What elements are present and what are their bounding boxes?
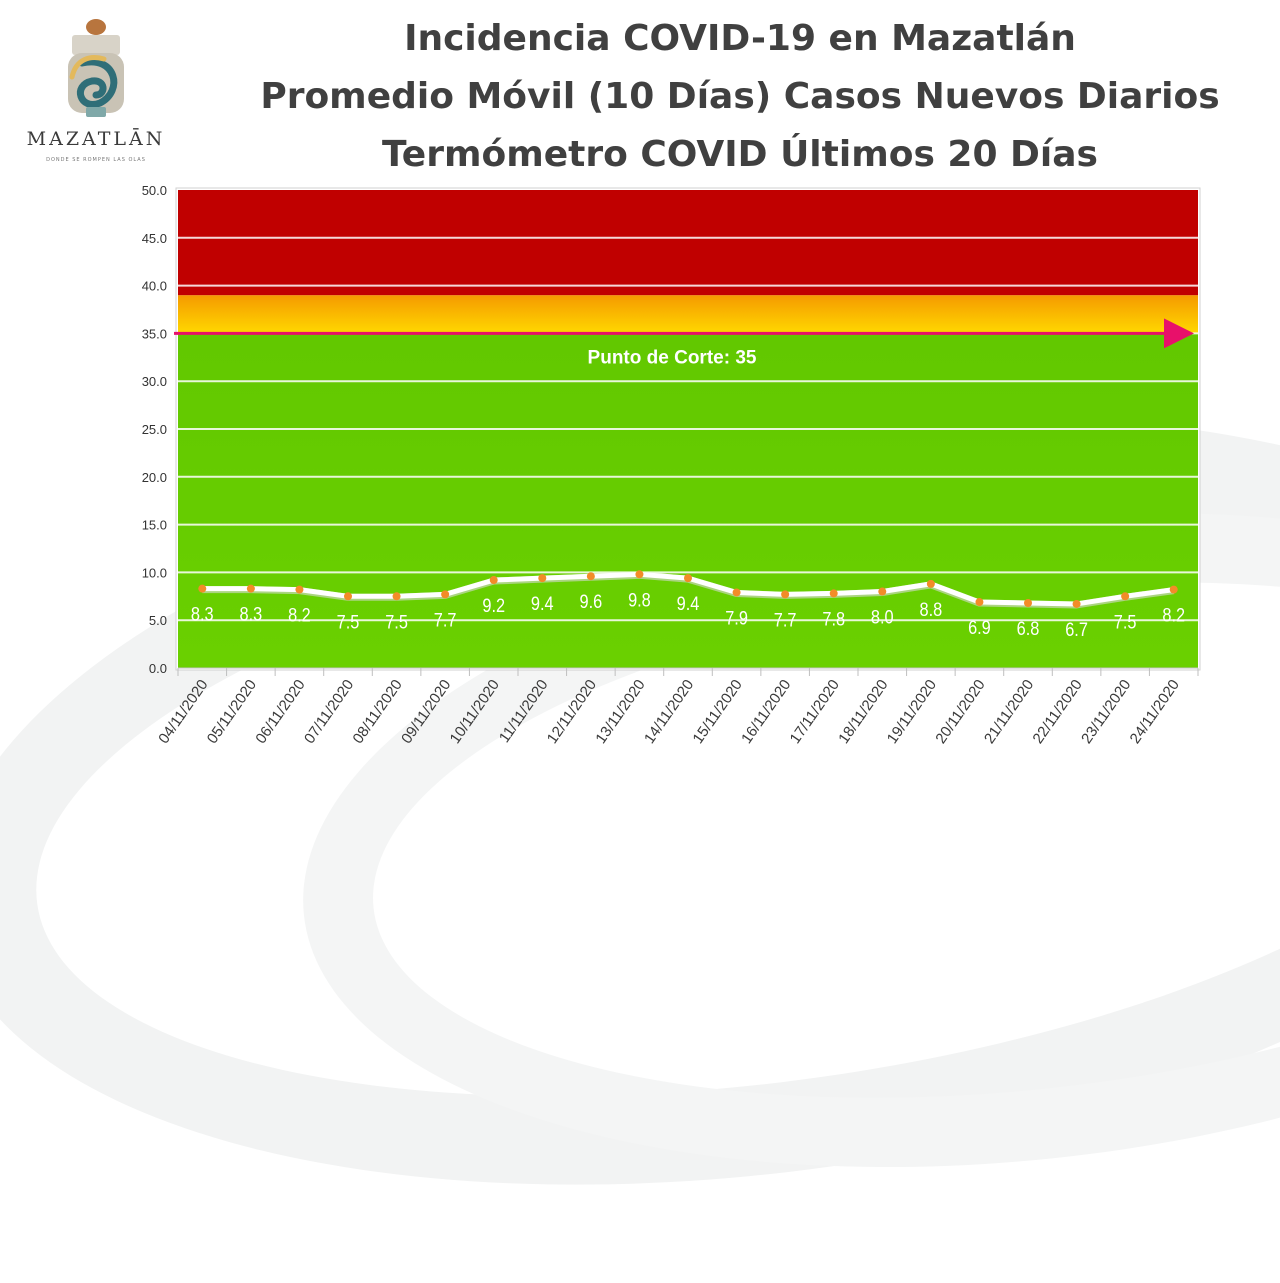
data-label: 7.8 <box>822 608 845 629</box>
data-label: 9.4 <box>531 593 554 614</box>
y-tick-label: 45.0 <box>142 231 167 246</box>
data-point <box>344 592 352 601</box>
x-tick-label: 04/11/2020 <box>155 677 211 747</box>
x-tick-label: 09/11/2020 <box>398 677 454 747</box>
data-point <box>586 572 595 581</box>
x-tick-label: 17/11/2020 <box>787 677 843 747</box>
y-tick-label: 30.0 <box>142 374 167 389</box>
data-label: 8.0 <box>871 606 894 627</box>
x-tick-label: 11/11/2020 <box>496 677 552 746</box>
data-label: 7.5 <box>337 611 360 632</box>
data-label: 7.5 <box>1114 611 1137 632</box>
data-label: 8.8 <box>920 599 943 620</box>
data-label: 7.7 <box>434 609 457 630</box>
data-label: 9.8 <box>628 589 651 610</box>
zone-yellow <box>178 295 1198 334</box>
title-line-1: Incidencia COVID-19 en Mazatlán <box>404 18 1076 59</box>
data-label: 9.6 <box>580 591 603 612</box>
mazatlan-logo: MAZATLĀN DONDE SE ROMPEN LAS OLAS <box>20 15 172 167</box>
data-label: 9.4 <box>677 593 700 614</box>
data-point <box>1024 598 1032 607</box>
data-point <box>392 592 401 601</box>
data-point <box>684 574 692 583</box>
data-point <box>975 598 984 607</box>
x-tick-label: 08/11/2020 <box>349 677 405 747</box>
data-label: 6.9 <box>968 617 991 638</box>
data-label: 8.3 <box>240 603 263 624</box>
chart-titles: Incidencia COVID-19 en Mazatlán Promedio… <box>230 10 1250 184</box>
data-point <box>781 590 790 599</box>
data-point <box>732 588 741 597</box>
data-label: 6.7 <box>1065 619 1088 640</box>
title-line-2: Promedio Móvil (10 Días) Casos Nuevos Di… <box>260 76 1220 117</box>
data-point <box>441 590 450 599</box>
x-tick-label: 06/11/2020 <box>252 677 308 747</box>
data-point <box>246 584 255 593</box>
data-label: 7.7 <box>774 609 797 630</box>
y-tick-label: 20.0 <box>142 470 167 485</box>
data-point <box>295 585 304 594</box>
y-tick-label: 5.0 <box>149 613 167 628</box>
x-tick-label: 14/11/2020 <box>641 677 697 747</box>
y-tick-label: 35.0 <box>142 326 167 341</box>
x-tick-label: 24/11/2020 <box>1127 677 1183 747</box>
x-tick-label: 18/11/2020 <box>835 677 891 747</box>
x-tick-label: 10/11/2020 <box>447 677 503 747</box>
cutoff-label: Punto de Corte: 35 <box>588 347 757 368</box>
data-point <box>538 574 547 583</box>
zone-green <box>178 333 1198 668</box>
mazatlan-logo-mark <box>68 19 124 117</box>
y-tick-label: 25.0 <box>142 422 167 437</box>
y-tick-label: 15.0 <box>142 518 167 533</box>
data-point <box>878 587 887 596</box>
logo-tagline: DONDE SE ROMPEN LAS OLAS <box>46 157 146 163</box>
y-tick-label: 10.0 <box>142 565 167 580</box>
data-label: 8.2 <box>288 604 311 625</box>
x-tick-label: 22/11/2020 <box>1029 677 1085 747</box>
y-tick-label: 0.0 <box>149 661 167 676</box>
x-tick-label: 20/11/2020 <box>932 677 988 747</box>
y-tick-label: 50.0 <box>142 183 167 198</box>
data-point <box>489 576 498 585</box>
data-label: 7.5 <box>385 611 408 632</box>
data-point <box>198 584 207 593</box>
data-point <box>1121 592 1130 601</box>
data-label: 9.2 <box>482 595 505 616</box>
y-tick-label: 40.0 <box>142 279 167 294</box>
data-label: 7.9 <box>725 607 748 628</box>
data-label: 8.2 <box>1162 604 1185 625</box>
x-tick-label: 16/11/2020 <box>738 677 794 747</box>
title-line-3: Termómetro COVID Últimos 20 Días <box>382 134 1098 175</box>
x-tick-label: 12/11/2020 <box>544 677 600 747</box>
zone-red <box>178 190 1198 296</box>
data-point <box>829 589 838 598</box>
data-point <box>1072 599 1081 608</box>
x-tick-label: 23/11/2020 <box>1078 677 1134 747</box>
x-tick-label: 15/11/2020 <box>689 677 745 747</box>
x-tick-label: 07/11/2020 <box>301 677 357 747</box>
line-chart: 0.0 5.0 10.0 15.0 20.0 25.0 30.0 35.0 40.0 45.0 50… <box>142 183 1201 747</box>
x-tick-label: 05/11/2020 <box>204 677 260 747</box>
data-label: 6.8 <box>1017 618 1040 639</box>
data-point <box>926 579 935 588</box>
data-point <box>1169 585 1178 594</box>
x-tick-label: 21/11/2020 <box>981 677 1037 747</box>
data-point <box>635 570 644 579</box>
x-tick-label: 13/11/2020 <box>592 677 648 747</box>
data-label: 8.3 <box>191 603 214 624</box>
logo-wordmark: MAZATLĀN <box>26 128 166 150</box>
x-tick-label: 19/11/2020 <box>884 677 940 747</box>
